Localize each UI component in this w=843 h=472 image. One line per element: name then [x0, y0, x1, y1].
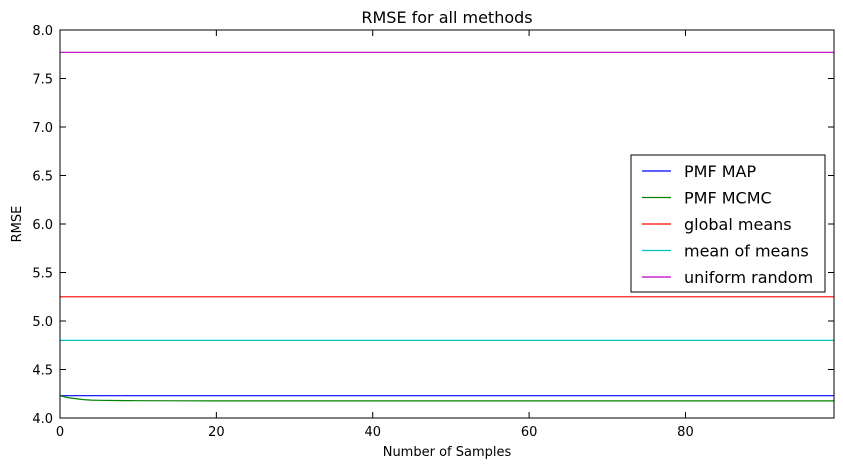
- y-axis-label: RMSE: [10, 206, 25, 243]
- x-tick-label: 60: [521, 425, 538, 440]
- y-tick-label: 4.0: [32, 412, 53, 427]
- x-tick-label: 0: [56, 425, 64, 440]
- ticks-layer: 0 20 40 60 80 4.0 4.5 5.0 5.5 6.0 6.5 7.0 7.5 8.0: [32, 24, 834, 440]
- x-tick-label: 40: [364, 425, 381, 440]
- series-layer: [59, 51, 834, 402]
- legend-label: PMF MAP: [684, 162, 756, 181]
- x-axis-label: Number of Samples: [383, 445, 512, 460]
- y-tick-label: 4.5: [32, 364, 53, 379]
- chart-title: RMSE for all methods: [361, 8, 532, 27]
- x-tick-label: 80: [677, 425, 694, 440]
- y-tick-label: 7.5: [32, 73, 53, 88]
- y-tick-label: 6.0: [32, 218, 53, 233]
- legend-label: mean of means: [684, 242, 809, 261]
- legend-label: global means: [684, 215, 792, 234]
- y-tick-label: 5.5: [32, 267, 53, 282]
- legend: PMF MAP PMF MCMC global means mean of means…: [630, 154, 826, 293]
- legend-label: PMF MCMC: [684, 189, 772, 208]
- y-tick-label: 8.0: [32, 24, 53, 39]
- y-tick-label: 5.0: [32, 315, 53, 330]
- y-tick-label: 6.5: [32, 170, 53, 185]
- legend-label: uniform random: [684, 268, 813, 287]
- series-line-1: [59, 395, 834, 402]
- x-tick-label: 20: [208, 425, 225, 440]
- y-tick-label: 7.0: [32, 121, 53, 136]
